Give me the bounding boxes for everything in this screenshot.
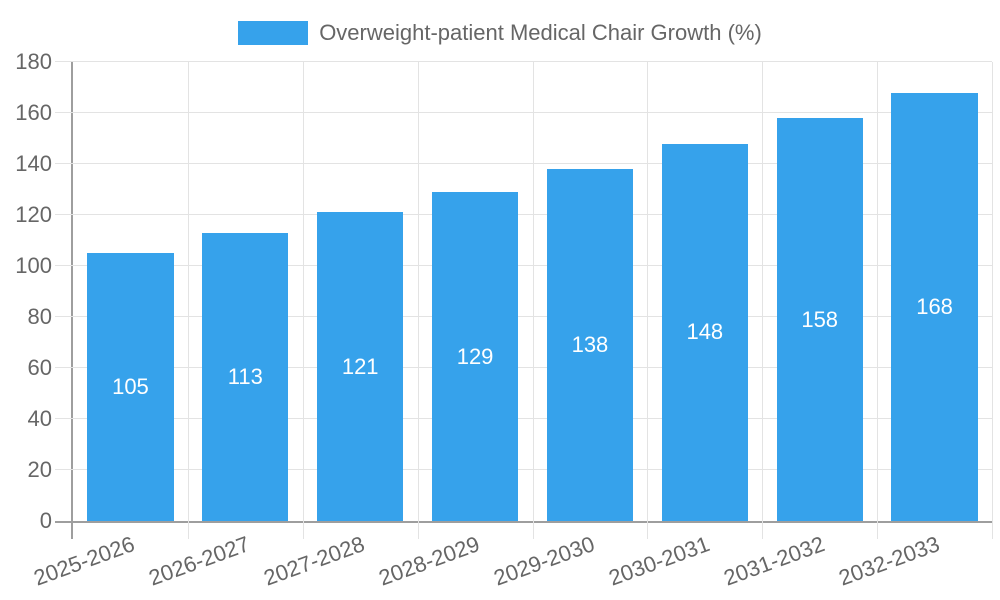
y-axis-tick-label: 0 <box>39 508 52 533</box>
y-axis-tick-label: 20 <box>27 457 52 482</box>
bar-value-label: 158 <box>801 306 839 332</box>
bar-value-label: 113 <box>227 363 263 389</box>
y-axis-tick-label: 40 <box>27 406 52 431</box>
y-axis-tick <box>55 112 73 113</box>
x-axis-tick <box>187 521 189 539</box>
y-axis-tick-label: 60 <box>27 355 52 381</box>
bar[interactable]: 129 <box>431 192 519 521</box>
v-gridline <box>187 62 189 521</box>
plot-area: 0 20 40 60 80 100 120 140 160 180 105 2025-2026 113 2… <box>15 51 993 591</box>
y-axis-tick <box>55 61 73 62</box>
x-axis-tick-label: 2032-2033 <box>835 531 943 591</box>
y-axis-tick <box>55 214 73 216</box>
y-axis-tick <box>55 163 73 164</box>
bar-value-label: 129 <box>456 343 494 369</box>
x-axis-tick <box>877 521 879 539</box>
legend-label: Overweight-patient Medical Chair Growth … <box>319 20 762 45</box>
x-axis-tick <box>532 521 534 539</box>
x-axis-tick <box>302 521 304 539</box>
y-axis-tick-label: 120 <box>15 202 52 228</box>
y-axis-tick <box>55 265 73 266</box>
y-axis-tick-label: 160 <box>15 100 52 125</box>
y-axis-tick <box>55 469 73 470</box>
x-axis-tick-label: 2029-2030 <box>490 531 598 591</box>
v-gridline <box>877 62 879 521</box>
x-axis-tick <box>417 521 419 539</box>
bar[interactable]: 148 <box>661 143 748 521</box>
bar-value-label: 138 <box>571 332 609 358</box>
y-axis-tick <box>55 418 73 419</box>
bar[interactable]: 168 <box>891 92 978 521</box>
bar-value-label: 105 <box>112 374 149 400</box>
y-axis-tick-label: 80 <box>27 304 52 329</box>
v-gridline <box>417 62 419 521</box>
bar[interactable]: 105 <box>87 253 174 521</box>
x-axis-tick <box>762 521 764 539</box>
bar-value-label: 148 <box>686 319 724 345</box>
bar-value-label: 121 <box>341 353 379 379</box>
bar[interactable]: 138 <box>546 169 634 521</box>
x-axis-tick-label: 2027-2028 <box>260 531 369 591</box>
h-gridline <box>73 61 992 62</box>
x-axis-tick-label: 2028-2029 <box>375 531 483 591</box>
legend-swatch <box>238 21 309 46</box>
y-axis-tick <box>55 367 73 369</box>
y-axis-tick-label: 180 <box>15 49 52 74</box>
y-axis-line <box>71 62 73 539</box>
v-gridline <box>302 62 304 521</box>
x-axis-tick <box>992 521 993 539</box>
bar[interactable]: 158 <box>776 118 863 521</box>
y-axis-tick-label: 140 <box>15 151 52 176</box>
v-gridline <box>647 62 649 521</box>
v-gridline <box>532 62 534 521</box>
bar-value-label: 168 <box>916 293 953 319</box>
y-axis-tick <box>55 316 73 317</box>
x-axis-tick-label: 2025-2026 <box>30 531 139 591</box>
x-axis-line <box>55 521 992 523</box>
bar[interactable]: 121 <box>317 212 404 521</box>
bar[interactable]: 113 <box>202 232 289 521</box>
v-gridline <box>762 62 764 521</box>
y-axis-tick-label: 100 <box>15 253 52 278</box>
x-axis-tick-label: 2030-2031 <box>605 531 713 591</box>
x-axis-tick-label: 2031-2032 <box>720 531 828 591</box>
legend-item[interactable]: Overweight-patient Medical Chair Growth … <box>0 20 1000 46</box>
x-axis-tick-label: 2026-2027 <box>145 531 254 591</box>
x-axis-tick <box>647 521 649 539</box>
v-gridline <box>992 62 993 521</box>
